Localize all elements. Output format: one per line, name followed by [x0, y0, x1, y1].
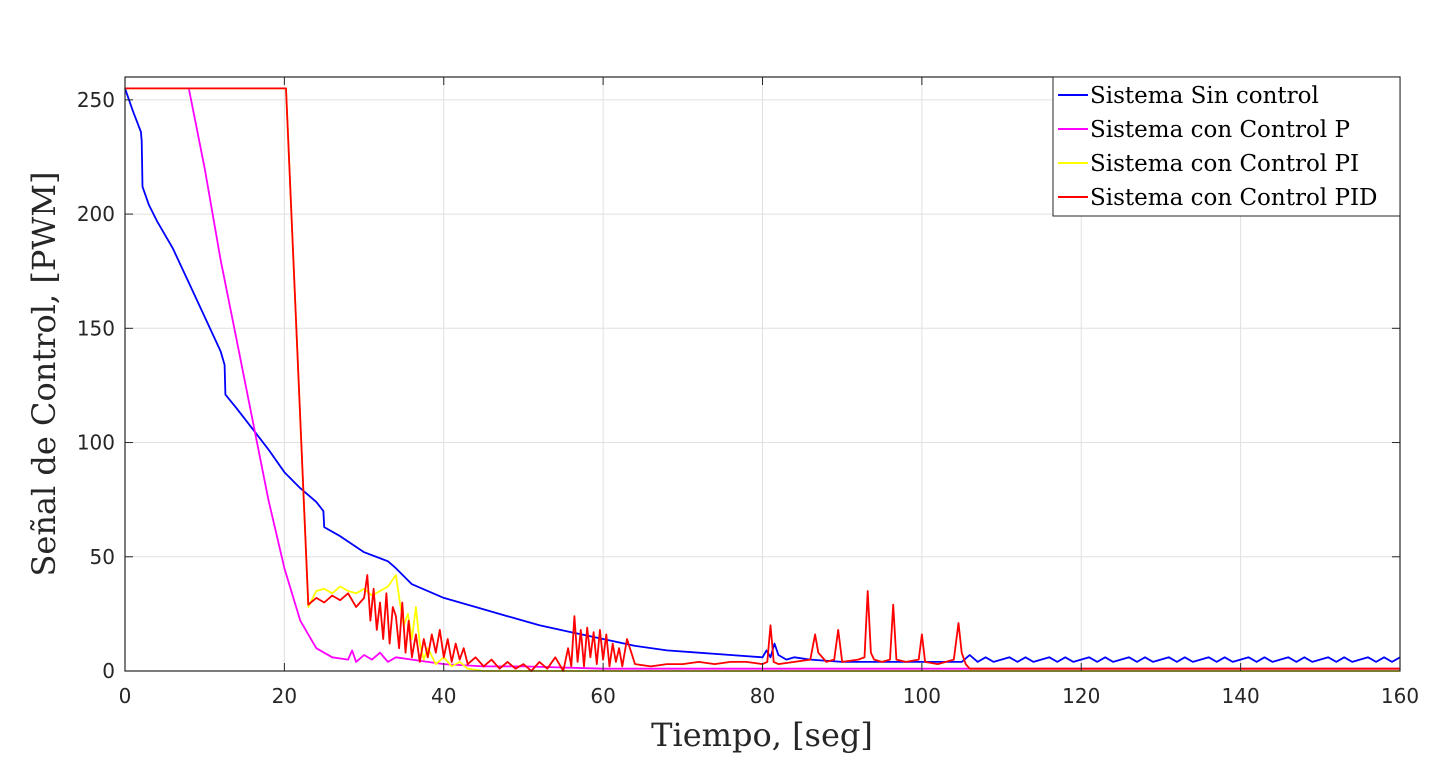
x-tick-label: 60 — [590, 684, 615, 708]
x-tick-label: 160 — [1381, 684, 1419, 708]
x-tick-label: 20 — [272, 684, 297, 708]
x-tick-label: 120 — [1062, 684, 1100, 708]
x-tick-label: 0 — [119, 684, 132, 708]
x-tick-label: 140 — [1222, 684, 1260, 708]
series-line-control-p — [187, 88, 1400, 670]
x-axis-label: Tiempo, [seg] — [651, 716, 873, 754]
y-tick-label: 250 — [77, 88, 115, 112]
y-tick-label: 0 — [102, 659, 115, 683]
y-tick-label: 200 — [77, 202, 115, 226]
series-line-control-pid — [125, 87, 1400, 672]
series-line-sin-control — [124, 88, 1401, 663]
y-tick-label: 50 — [90, 545, 115, 569]
x-tick-label: 40 — [431, 684, 456, 708]
y-tick-label: 100 — [77, 431, 115, 455]
legend: Sistema Sin control Sistema con Control … — [1052, 76, 1401, 217]
legend-label-control-pid: Sistema con Control PID — [1090, 185, 1377, 211]
tick-layer: 0 20 40 60 80 100 120 140 160 0 50 100 150 200 250 — [77, 77, 1419, 708]
legend-box — [1052, 76, 1401, 217]
y-axis-label: Señal de Control, [PWM] — [25, 171, 63, 576]
x-tick-label: 100 — [903, 684, 941, 708]
legend-label-control-p: Sistema con Control P — [1090, 117, 1350, 143]
legend-label-control-pi: Sistema con Control PI — [1090, 151, 1359, 177]
y-tick-label: 150 — [77, 316, 115, 340]
legend-label-sin-control: Sistema Sin control — [1090, 83, 1319, 109]
x-tick-label: 80 — [750, 684, 775, 708]
